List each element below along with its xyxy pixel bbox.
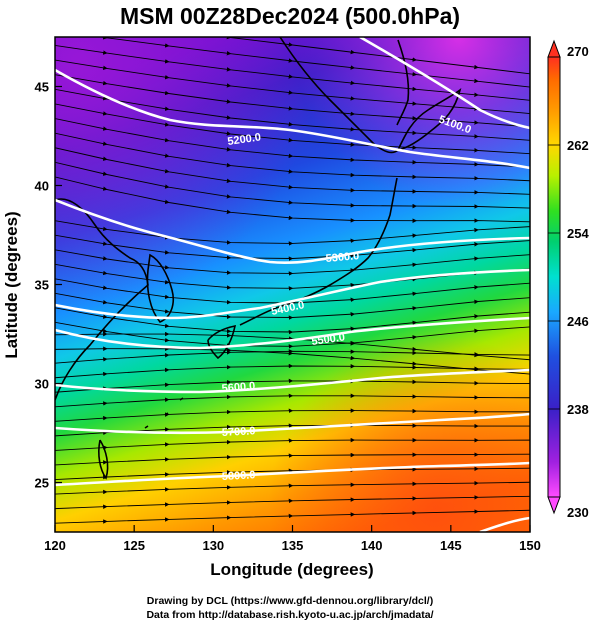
contour-label-5500: 5500.0 [311,331,346,348]
plot-area: 5100.0 5200.0 5300.0 5400.0 5500.0 5600.… [55,37,530,532]
colorbar-ticks: 230 238 246 254 262 270 [548,44,589,520]
streamline [55,176,530,223]
contour-5100 [359,37,530,130]
contour-5900 [479,516,530,532]
colorbar: 230 238 246 254 262 270 [547,39,589,520]
x-tick-label: 140 [361,538,383,553]
streamline [55,437,530,451]
streamline [55,509,530,524]
x-tick-label: 120 [44,538,66,553]
contour-5200 [55,68,530,170]
x-axis-ticks: 120 125 130 135 140 145 150 [44,525,541,553]
y-tick-label: 35 [35,278,49,293]
credit-drawing: Drawing by DCL (https://www.gfd-dennou.o… [147,595,433,607]
contour-label-5700: 5700.0 [222,425,256,439]
contour-5300 [55,198,530,264]
x-tick-label: 145 [440,538,462,553]
contour-label-5600: 5600.0 [221,380,256,395]
colorbar-tick-label: 254 [567,226,589,241]
y-axis-label: Latitude (degrees) [2,211,21,358]
contour-5500 [55,316,530,350]
colorbar-bottom-arrow [547,496,561,515]
streamline [55,480,530,495]
contour-5600 [55,368,530,394]
colorbar-tick-label: 230 [567,505,589,520]
colorbar-body [547,56,561,498]
contour-5400 [55,268,530,320]
streamline [55,393,530,408]
colorbar-tick-label: 238 [567,402,589,417]
x-tick-label: 150 [519,538,541,553]
contour-label-5300: 5300.0 [325,250,360,265]
y-tick-label: 45 [35,80,49,95]
contour-5800 [55,461,530,487]
contour-label-5200: 5200.0 [227,131,262,148]
figure-title: MSM 00Z28Dec2024 (500.0hPa) [120,3,460,29]
streamline [55,363,530,379]
warm-shading-se [55,37,530,532]
colorbar-tick-label: 262 [567,138,589,153]
y-axis-ticks: 25 30 35 40 45 [35,80,62,491]
y-tick-label: 25 [35,476,49,491]
credit-data: Data from http://database.rish.kyoto-u.a… [146,609,433,621]
streamline [55,495,530,510]
colorbar-tick-label: 246 [567,314,589,329]
colorbar-tick-label: 270 [567,44,589,59]
streamline [55,452,530,466]
x-tick-label: 130 [202,538,224,553]
streamline [55,349,530,364]
x-axis-label: Longitude (degrees) [210,560,373,579]
y-tick-label: 40 [35,179,49,194]
streamline [55,466,530,480]
colorbar-top-arrow [547,39,561,58]
x-tick-label: 125 [123,538,145,553]
contour-lines [55,37,530,532]
contour-5700 [55,412,530,435]
y-tick-label: 30 [35,377,49,392]
streamline [55,378,530,393]
contour-label-5800: 5800.0 [222,469,256,483]
x-tick-label: 135 [282,538,304,553]
streamline [55,408,530,422]
